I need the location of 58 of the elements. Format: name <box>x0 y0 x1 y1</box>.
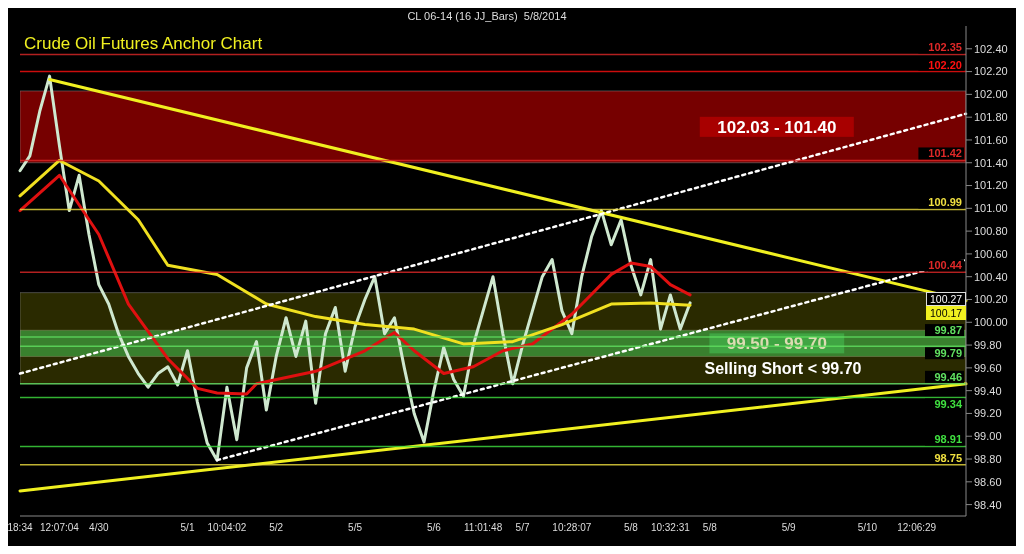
x-tick-label: 5/2 <box>269 522 284 534</box>
line-series <box>18 158 692 346</box>
x-tick-label: 5/7 <box>515 522 530 534</box>
text: Crude Oil Futures Anchor Chart <box>24 33 263 54</box>
ref-line-label: 99.87 <box>934 324 962 337</box>
y-tick-label: 101.40 <box>974 156 1008 169</box>
y-tick-label: 102.00 <box>974 88 1008 101</box>
y-tick-label: 101.20 <box>974 179 1008 192</box>
x-tick-label: 11:01:48 <box>464 522 503 534</box>
x-tick-label: 4/30 <box>89 522 109 534</box>
x-tick-label: 10:04:02 <box>207 522 247 534</box>
ref-line-label: 99.79 <box>934 347 962 360</box>
x-tick-label: 5/10 <box>857 522 878 534</box>
y-tick-label: 100.00 <box>974 316 1008 329</box>
annotation: Selling Short < 99.70 <box>703 360 863 378</box>
y-tick-label: 99.80 <box>974 338 1002 351</box>
ref-line-label: 99.46 <box>934 370 962 383</box>
y-tick-label: 100.20 <box>974 293 1008 306</box>
ref-line-label: 100.99 <box>928 196 962 209</box>
ref-line-label: 98.91 <box>934 433 962 446</box>
y-tick-label: 99.00 <box>974 430 1002 443</box>
line-series <box>18 173 692 396</box>
x-tick-label: 5/6 <box>426 522 442 534</box>
y-tick-label: 101.60 <box>974 133 1008 146</box>
x-tick-label: 5/9 <box>781 522 797 534</box>
y-tick-label: 101.00 <box>974 202 1008 215</box>
y-tick-label: 101.80 <box>974 111 1008 124</box>
x-tick-label: 10:28:07 <box>552 522 592 534</box>
x-tick-label: 5/1 <box>180 522 195 534</box>
chart-subtitle: CL 06-14 (16 JJ_Bars) 5/8/2014 <box>406 10 568 22</box>
x-tick-label: 5/8 <box>702 522 718 534</box>
y-tick-label: 99.40 <box>974 384 1002 397</box>
ref-line-label: 100.44 <box>928 259 963 272</box>
y-tick-label: 102.20 <box>974 65 1008 78</box>
y-tick-label: 98.80 <box>974 452 1002 465</box>
x-tick-label: 12:07:04 <box>39 522 80 534</box>
y-tick-label: 100.80 <box>974 225 1008 238</box>
x-tick-label: 12:06:29 <box>897 522 937 534</box>
x-tick-label: 18:34 <box>7 522 33 534</box>
x-tick-label: 10:32:31 <box>650 522 691 534</box>
band-label: 102.03 - 101.40 <box>717 117 837 137</box>
y-tick-label: 98.40 <box>974 498 1002 511</box>
annotation: 100.27 <box>926 292 967 306</box>
y-tick-label: 98.60 <box>974 475 1002 488</box>
y-tick-label: 100.60 <box>974 247 1008 260</box>
x-tick-label: 5/5 <box>348 522 363 534</box>
y-tick-label: 99.20 <box>974 407 1002 420</box>
ref-line-label: 101.42 <box>928 147 962 160</box>
y-tick-label: 102.40 <box>974 42 1008 55</box>
ref-line-label: 98.75 <box>934 451 962 464</box>
ref-line-label: 99.34 <box>934 398 963 411</box>
ref-line-label: 102.35 <box>928 41 962 54</box>
x-tick-label: 5/8 <box>624 522 639 534</box>
y-tick-label: 99.60 <box>974 361 1002 374</box>
ref-line-label: 102.20 <box>928 58 962 71</box>
band-label: 99.50 - 99.70 <box>726 334 827 354</box>
y-tick-label: 100.40 <box>974 270 1008 283</box>
annotation: 100.17 <box>926 306 967 320</box>
